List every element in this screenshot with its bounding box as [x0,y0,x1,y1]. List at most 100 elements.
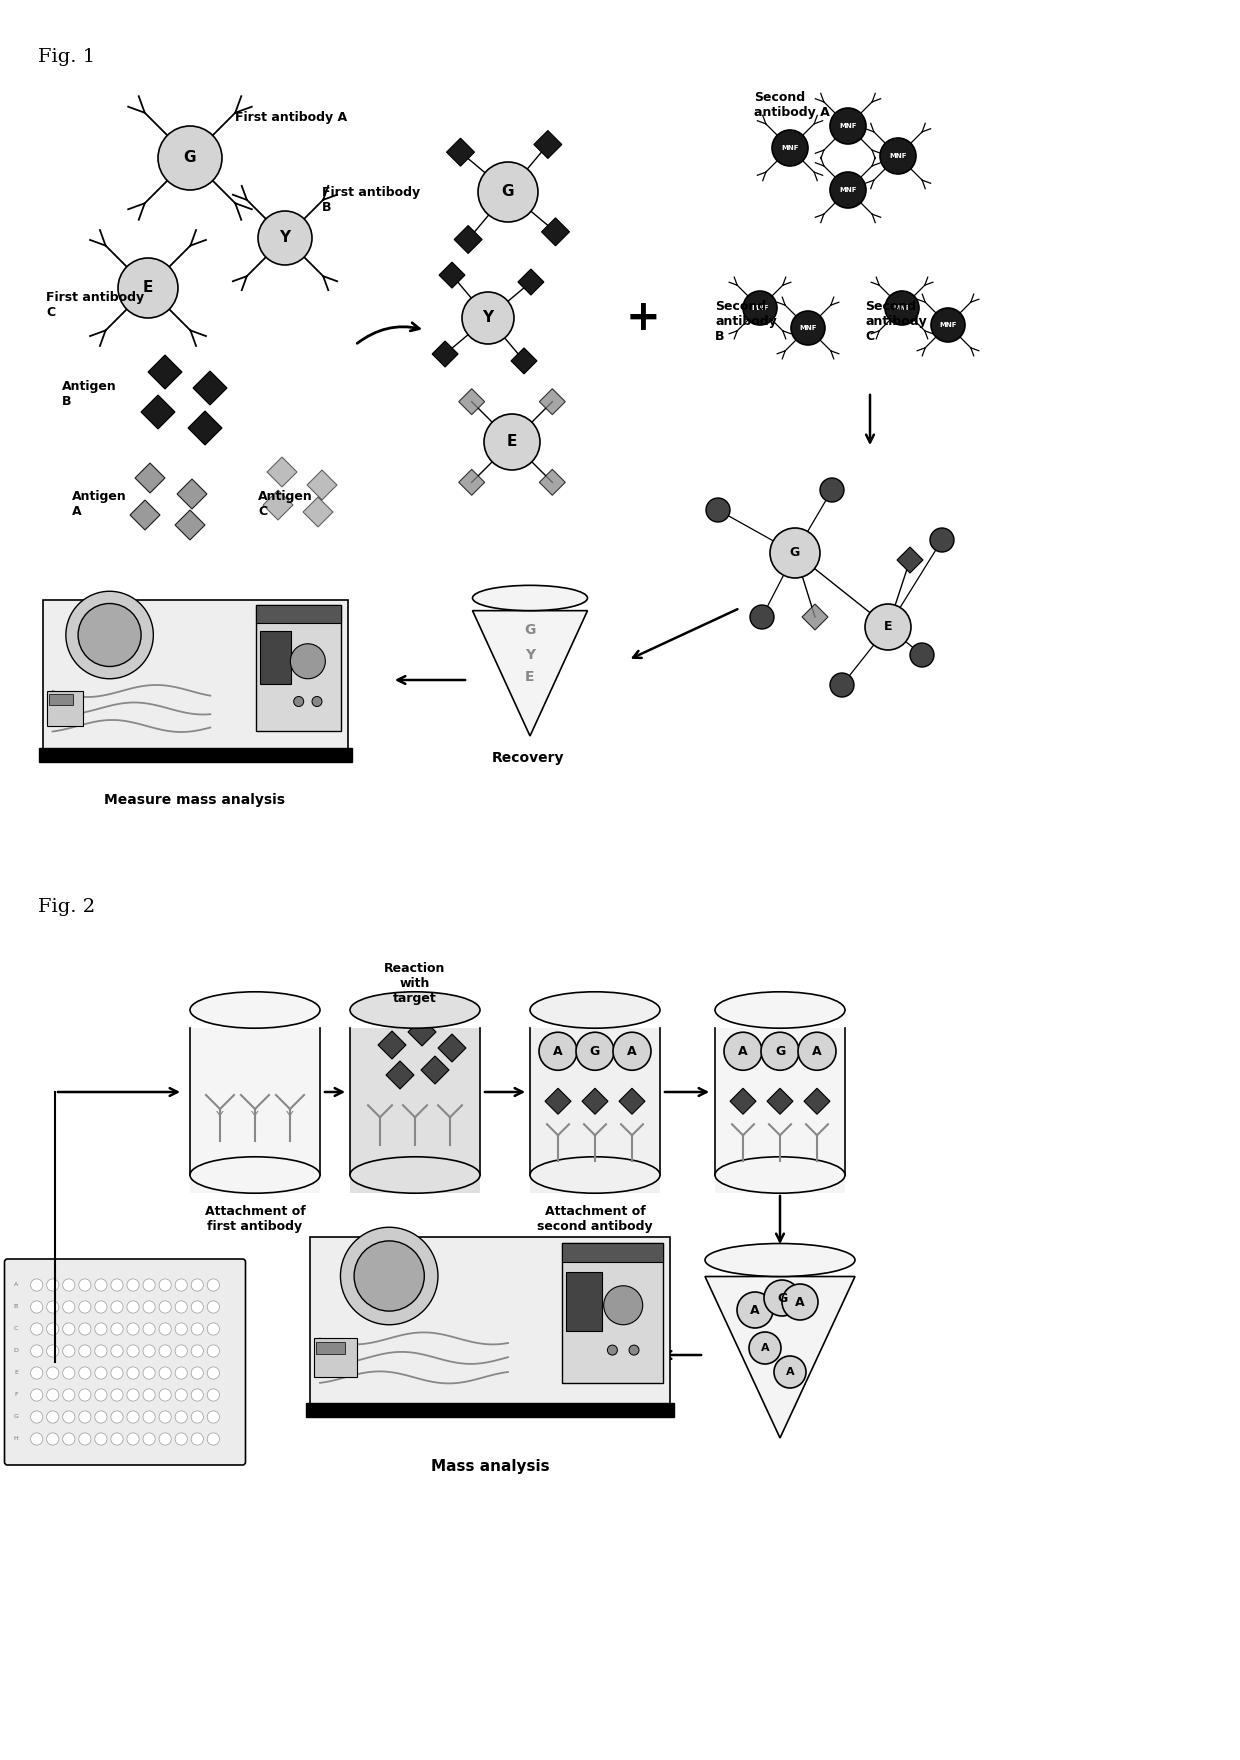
Bar [306,1403,675,1417]
Text: G: G [525,623,536,637]
Text: First antibody
C: First antibody C [46,290,144,319]
Circle shape [175,1368,187,1380]
Circle shape [770,528,820,577]
Text: Second
antibody A: Second antibody A [754,92,830,120]
Circle shape [94,1389,107,1401]
Circle shape [484,414,539,470]
Circle shape [31,1280,43,1292]
Polygon shape [897,547,923,574]
Bar [316,1343,345,1353]
Circle shape [63,1301,74,1313]
Ellipse shape [706,1244,856,1276]
Circle shape [613,1033,651,1070]
Circle shape [118,259,179,319]
Circle shape [191,1301,203,1313]
Text: Reaction
with
target: Reaction with target [384,963,445,1005]
Bar [562,1243,663,1383]
Circle shape [94,1345,107,1357]
Circle shape [110,1301,123,1313]
Text: Fig. 1: Fig. 1 [38,48,95,65]
Polygon shape [308,470,337,500]
Polygon shape [534,130,562,158]
Text: Recovery: Recovery [492,752,564,766]
Circle shape [143,1324,155,1336]
Text: G: G [502,185,515,199]
Bar [715,1028,844,1193]
Bar [38,748,351,762]
Text: E: E [507,435,517,449]
Polygon shape [130,500,160,530]
Circle shape [143,1345,155,1357]
Text: Fig. 2: Fig. 2 [38,898,95,915]
Circle shape [774,1355,806,1389]
Circle shape [629,1345,639,1355]
Circle shape [47,1345,58,1357]
Polygon shape [619,1088,645,1114]
Text: G: G [775,1045,785,1058]
Circle shape [110,1368,123,1380]
Circle shape [463,292,515,343]
Text: +: + [626,297,661,340]
Circle shape [866,604,911,649]
Text: Second
antibody
C: Second antibody C [866,301,926,343]
Circle shape [175,1345,187,1357]
Circle shape [47,1280,58,1292]
Circle shape [799,1033,836,1070]
Circle shape [47,1412,58,1424]
Text: Measure mass analysis: Measure mass analysis [104,794,285,808]
Circle shape [31,1389,43,1401]
Circle shape [355,1241,424,1311]
Circle shape [47,1301,58,1313]
Circle shape [126,1324,139,1336]
Text: G: G [777,1292,787,1304]
Circle shape [63,1368,74,1380]
Text: MNF: MNF [939,322,957,327]
Circle shape [31,1324,43,1336]
Bar [42,600,347,753]
Circle shape [312,697,322,706]
Text: Antigen
A: Antigen A [72,489,126,517]
Circle shape [830,107,866,144]
Bar [562,1243,663,1262]
Circle shape [47,1433,58,1445]
Circle shape [143,1301,155,1313]
Circle shape [764,1280,800,1316]
Polygon shape [303,496,334,526]
Circle shape [773,130,808,165]
Circle shape [743,290,777,326]
Circle shape [143,1368,155,1380]
Bar [310,1237,670,1408]
Circle shape [79,1389,91,1401]
Text: MNF: MNF [800,326,817,331]
Text: Mass analysis: Mass analysis [430,1459,549,1473]
Text: MNF: MNF [889,153,906,158]
Polygon shape [432,341,458,368]
Circle shape [750,605,774,628]
Circle shape [157,127,222,190]
Circle shape [159,1389,171,1401]
Text: First antibody
B: First antibody B [322,187,420,215]
Polygon shape [446,137,475,165]
Circle shape [31,1301,43,1313]
Text: A: A [760,1343,769,1353]
Polygon shape [730,1088,756,1114]
Text: Y: Y [216,1111,223,1123]
Polygon shape [802,604,828,630]
Circle shape [191,1368,203,1380]
Circle shape [885,290,919,326]
Polygon shape [135,463,165,493]
Polygon shape [438,1033,466,1061]
Polygon shape [768,1088,794,1114]
Bar [255,605,341,730]
Circle shape [63,1345,74,1357]
Polygon shape [459,389,485,415]
Polygon shape [439,262,465,289]
Polygon shape [804,1088,830,1114]
Polygon shape [193,371,227,405]
Text: B: B [14,1304,19,1309]
Circle shape [159,1280,171,1292]
Text: MNF: MNF [751,304,769,312]
Circle shape [191,1324,203,1336]
Text: E: E [143,280,154,296]
Circle shape [47,1368,58,1380]
